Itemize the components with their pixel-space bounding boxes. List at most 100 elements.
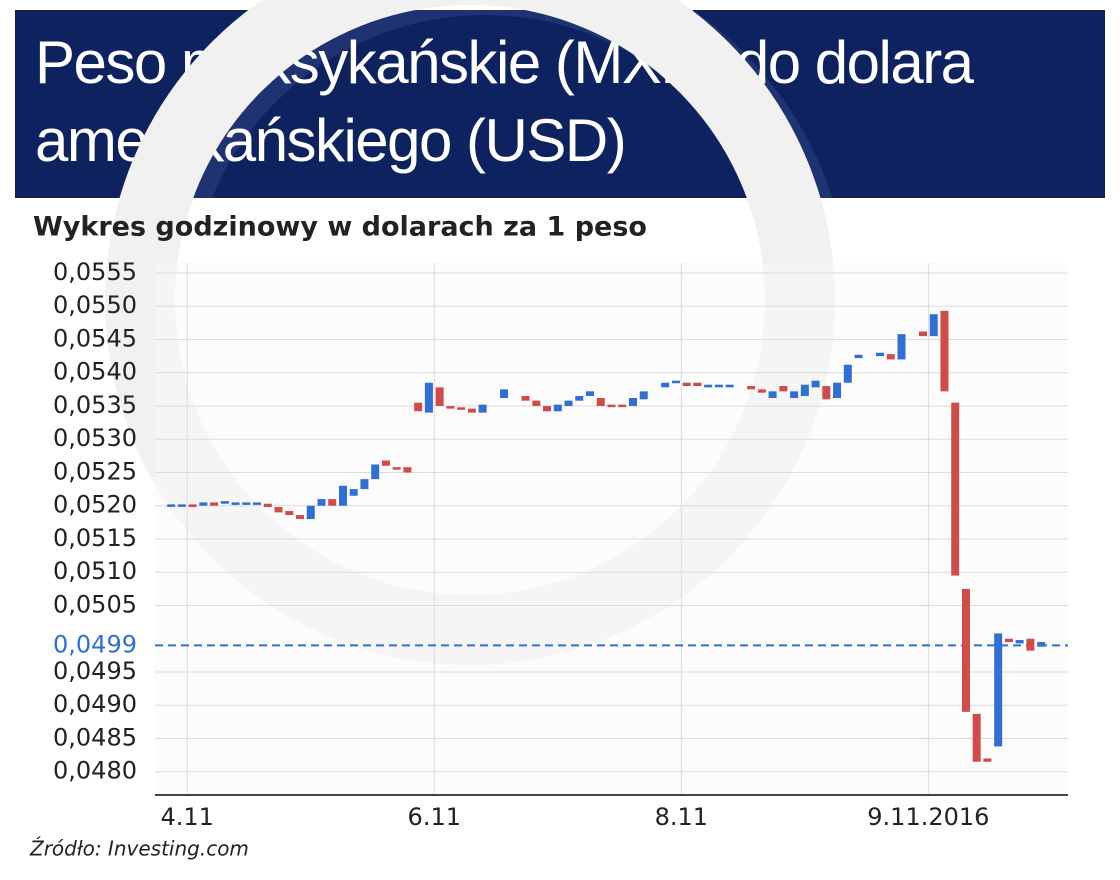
candle-body bbox=[983, 758, 992, 762]
candle-body bbox=[779, 386, 788, 392]
y-tick-label: 0,0480 bbox=[53, 757, 137, 785]
y-tick-label: 0,0545 bbox=[53, 324, 137, 352]
y-tick-label: 0,0499 bbox=[53, 630, 137, 658]
y-tick-label: 0,0485 bbox=[53, 723, 137, 751]
candle-body bbox=[886, 354, 895, 360]
candle-body bbox=[596, 397, 605, 406]
candle-body bbox=[403, 467, 412, 473]
candle-body bbox=[392, 467, 401, 470]
y-tick-label: 0,0555 bbox=[53, 258, 137, 286]
y-tick-label: 0,0540 bbox=[53, 358, 137, 386]
candle-body bbox=[274, 507, 283, 513]
candle-body bbox=[1004, 638, 1013, 643]
candle-body bbox=[231, 502, 240, 505]
candle-body bbox=[929, 314, 938, 337]
source: Źródło: Investing.com bbox=[29, 837, 249, 861]
y-tick-label: 0,0535 bbox=[53, 391, 137, 419]
candle-body bbox=[1026, 638, 1035, 651]
candle-body bbox=[1037, 642, 1046, 647]
candle-body bbox=[704, 384, 713, 388]
subtitle: Wykres godzinowy w dolarach za 1 peso bbox=[33, 212, 647, 243]
x-tick-label: 4.11 bbox=[161, 803, 214, 831]
candle-body bbox=[972, 713, 981, 762]
candle-body bbox=[940, 310, 949, 392]
candle-body bbox=[961, 588, 970, 712]
x-tick-label: 8.11 bbox=[655, 803, 708, 831]
candle-body bbox=[628, 397, 637, 406]
candle-body bbox=[833, 382, 842, 398]
candle-body bbox=[768, 391, 777, 398]
candle-body bbox=[757, 389, 766, 393]
candle-body bbox=[918, 331, 927, 337]
candle-body bbox=[424, 382, 433, 413]
candle-body bbox=[467, 408, 476, 413]
y-tick-label: 0,0520 bbox=[53, 491, 137, 519]
candle-body bbox=[564, 400, 573, 406]
candle-body bbox=[306, 505, 315, 520]
candle-body bbox=[607, 404, 616, 408]
y-tick-label: 0,0530 bbox=[53, 424, 137, 452]
candle-body bbox=[188, 504, 197, 508]
candle-body bbox=[199, 502, 208, 506]
candle-body bbox=[285, 511, 294, 516]
y-tick-label: 0,0490 bbox=[53, 690, 137, 718]
candle-body bbox=[800, 384, 809, 396]
candle-body bbox=[639, 391, 648, 400]
candle-body bbox=[671, 380, 680, 384]
candle-body bbox=[317, 499, 326, 506]
candle-body bbox=[553, 404, 562, 412]
candle-body bbox=[994, 633, 1003, 747]
candle-body bbox=[661, 382, 670, 388]
y-tick-label: 0,0525 bbox=[53, 457, 137, 485]
candle-body bbox=[618, 404, 627, 408]
candle-body bbox=[177, 504, 186, 507]
candle-body bbox=[586, 391, 595, 396]
candle-body bbox=[381, 460, 390, 466]
candle-body bbox=[1015, 640, 1024, 644]
candle-body bbox=[263, 503, 272, 508]
y-tick-label: 0,0510 bbox=[53, 557, 137, 585]
x-tick-label: 9.11.2016 bbox=[867, 803, 989, 831]
y-tick-label: 0,0505 bbox=[53, 590, 137, 618]
y-tick-label: 0,0515 bbox=[53, 524, 137, 552]
candle-body bbox=[747, 386, 756, 390]
candle-body bbox=[371, 464, 380, 480]
candle-body bbox=[897, 334, 906, 360]
candle-body bbox=[951, 402, 960, 576]
candle-body bbox=[714, 384, 723, 388]
candle-body bbox=[478, 404, 487, 413]
candle-body bbox=[360, 479, 369, 490]
candle-body bbox=[242, 502, 251, 505]
candle-body bbox=[682, 382, 691, 387]
candle-body bbox=[790, 391, 799, 398]
candle-body bbox=[876, 352, 885, 357]
candle-body bbox=[575, 396, 584, 401]
candle-body bbox=[253, 502, 262, 505]
y-tick-label: 0,0550 bbox=[53, 291, 137, 319]
candle-body bbox=[349, 489, 358, 496]
candle-body bbox=[725, 384, 734, 388]
candle-body bbox=[167, 504, 176, 507]
candle-body bbox=[543, 405, 552, 412]
candle-body bbox=[338, 485, 347, 506]
y-tick-label: 0,0495 bbox=[53, 657, 137, 685]
candle-body bbox=[521, 396, 530, 401]
candle-body bbox=[435, 387, 444, 406]
candle-body bbox=[500, 389, 509, 398]
candle-body bbox=[457, 407, 466, 410]
candle-body bbox=[532, 400, 541, 406]
candle-body bbox=[446, 405, 455, 409]
candle-body bbox=[210, 502, 219, 506]
candle-body bbox=[822, 386, 831, 400]
candle-body bbox=[328, 499, 337, 506]
candle-body bbox=[414, 402, 423, 412]
candle-body bbox=[693, 382, 702, 387]
candle-body bbox=[854, 354, 863, 359]
candle-body bbox=[843, 364, 852, 383]
x-tick-label: 6.11 bbox=[408, 803, 461, 831]
candle-body bbox=[811, 380, 820, 388]
candle-body bbox=[220, 501, 229, 504]
candle-body bbox=[296, 515, 305, 520]
